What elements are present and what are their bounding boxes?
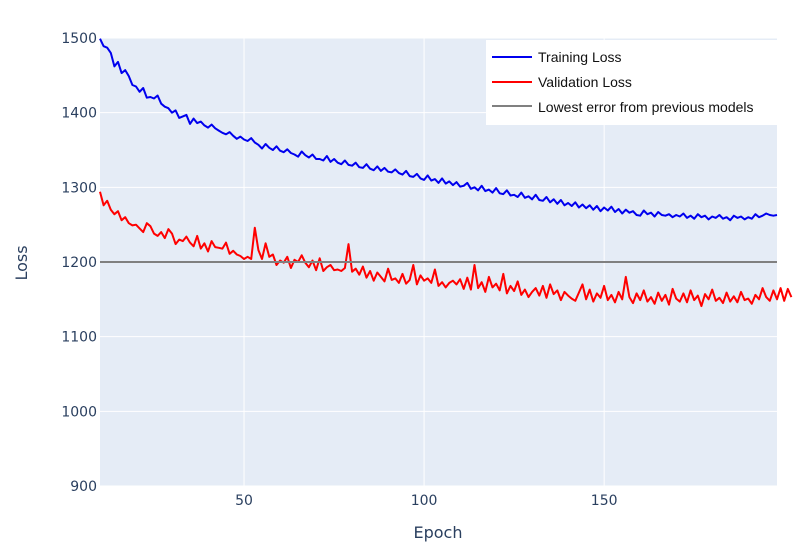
series-layer <box>99 38 793 308</box>
x-tick-label: 150 <box>591 493 618 509</box>
legend-label-baseline: Lowest error from previous models <box>538 99 754 115</box>
y-tick-label: 1300 <box>61 180 97 196</box>
x-tick-label: 100 <box>411 493 438 509</box>
y-tick-label: 1200 <box>61 255 97 271</box>
legend-label-validation: Validation Loss <box>538 74 632 90</box>
training-loss-line <box>99 38 778 222</box>
x-axis-title: Epoch <box>414 523 463 542</box>
validation-loss-line <box>99 191 793 308</box>
tick-labels: 900 1000 1100 1200 1300 1400 1500 50 100 150 <box>61 31 617 509</box>
legend-box <box>486 40 777 125</box>
y-tick-label: 1500 <box>61 31 97 47</box>
legend-label-training: Training Loss <box>538 49 622 65</box>
y-tick-label: 900 <box>70 479 97 495</box>
y-tick-label: 1100 <box>61 330 97 346</box>
y-axis-title: Loss <box>12 245 31 280</box>
y-tick-label: 1000 <box>61 404 97 420</box>
legend: Training Loss Validation Loss Lowest err… <box>486 40 777 125</box>
x-tick-label: 50 <box>235 493 253 509</box>
y-tick-label: 1400 <box>61 106 97 122</box>
